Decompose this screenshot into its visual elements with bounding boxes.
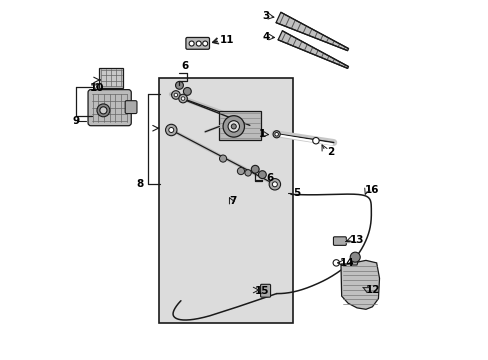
- Circle shape: [189, 41, 194, 46]
- Circle shape: [175, 81, 183, 89]
- FancyBboxPatch shape: [260, 284, 270, 297]
- Circle shape: [179, 94, 187, 103]
- Circle shape: [171, 91, 180, 99]
- Polygon shape: [276, 12, 348, 51]
- FancyBboxPatch shape: [185, 37, 209, 49]
- Text: 10: 10: [90, 83, 104, 93]
- Circle shape: [165, 124, 177, 136]
- Circle shape: [231, 124, 236, 129]
- Circle shape: [312, 138, 319, 144]
- Text: 3: 3: [262, 12, 269, 21]
- FancyBboxPatch shape: [333, 237, 346, 246]
- Text: 6: 6: [181, 61, 188, 71]
- Circle shape: [174, 93, 177, 97]
- Text: 11: 11: [220, 35, 234, 45]
- Text: 12: 12: [365, 285, 380, 295]
- Circle shape: [219, 155, 226, 162]
- Circle shape: [227, 121, 239, 132]
- Circle shape: [223, 116, 244, 137]
- Text: 6: 6: [265, 173, 273, 183]
- Text: 1: 1: [258, 129, 265, 139]
- Circle shape: [251, 165, 259, 173]
- Text: 9: 9: [72, 116, 79, 126]
- Polygon shape: [351, 258, 358, 265]
- Circle shape: [196, 41, 201, 46]
- FancyBboxPatch shape: [88, 90, 131, 126]
- Text: 14: 14: [339, 258, 353, 268]
- FancyBboxPatch shape: [125, 101, 137, 113]
- Polygon shape: [340, 260, 379, 309]
- FancyBboxPatch shape: [218, 111, 261, 140]
- Text: 2: 2: [326, 147, 333, 157]
- Circle shape: [274, 132, 278, 136]
- Circle shape: [181, 97, 184, 100]
- Circle shape: [168, 127, 173, 132]
- Circle shape: [349, 252, 360, 262]
- Circle shape: [332, 260, 339, 266]
- Text: 5: 5: [292, 188, 299, 198]
- Circle shape: [258, 171, 266, 179]
- Bar: [159, 78, 292, 323]
- FancyBboxPatch shape: [99, 68, 122, 88]
- Circle shape: [203, 41, 207, 46]
- Circle shape: [183, 87, 191, 95]
- Circle shape: [268, 179, 280, 190]
- Circle shape: [97, 104, 110, 117]
- Text: 7: 7: [229, 197, 236, 206]
- Text: 16: 16: [365, 185, 379, 195]
- Text: 4: 4: [262, 32, 269, 42]
- Circle shape: [272, 182, 277, 187]
- Circle shape: [237, 167, 244, 175]
- Circle shape: [272, 131, 280, 138]
- Circle shape: [244, 170, 251, 176]
- Text: 13: 13: [349, 235, 364, 245]
- Circle shape: [100, 107, 107, 114]
- Text: 8: 8: [136, 179, 143, 189]
- Polygon shape: [278, 31, 348, 68]
- Text: 15: 15: [255, 287, 269, 296]
